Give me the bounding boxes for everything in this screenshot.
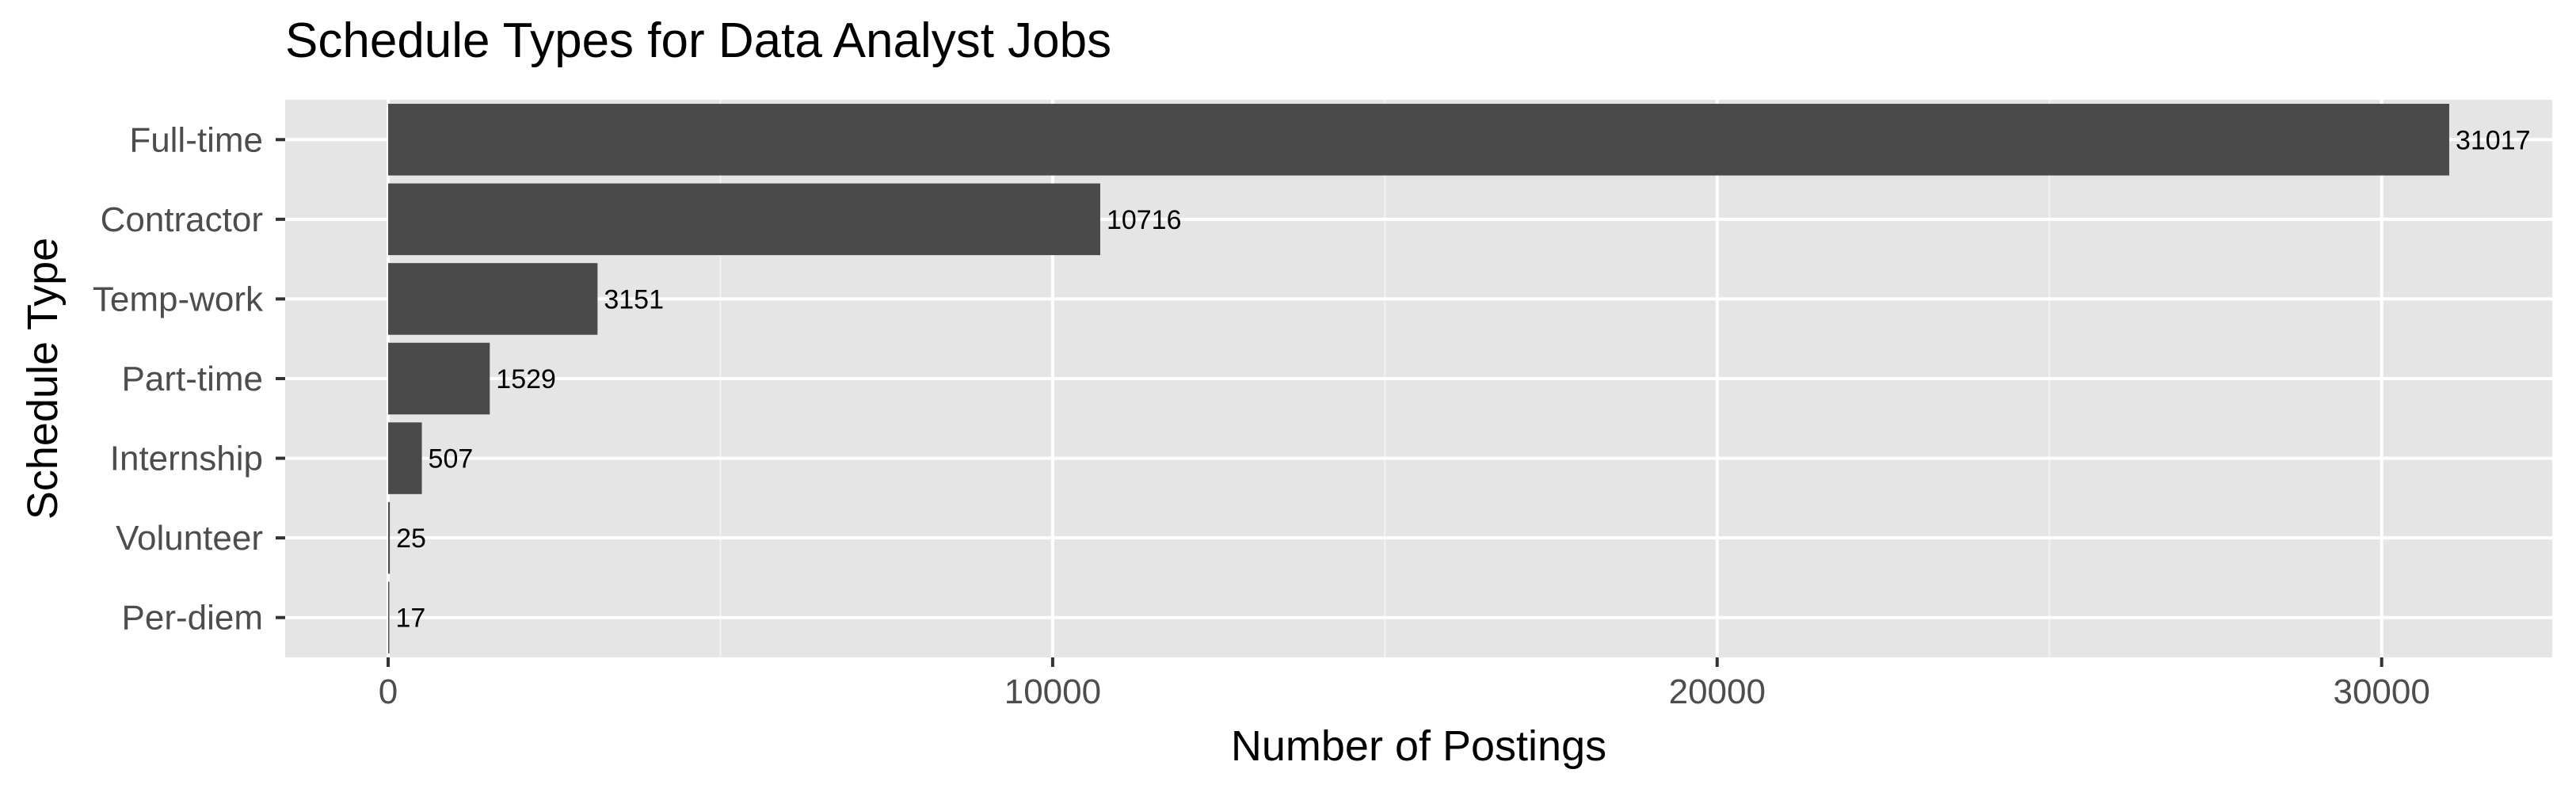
bar-data-label: 1529 xyxy=(496,364,556,394)
bar-data-label: 31017 xyxy=(2456,125,2531,155)
bar-data-label: 17 xyxy=(395,604,425,634)
bar xyxy=(388,104,2449,176)
y-tick-label: Internship xyxy=(110,440,263,478)
bar-data-labels: 31017 10716 3151 1529 507 25 17 xyxy=(395,125,2530,633)
bar-data-label: 3151 xyxy=(604,284,664,314)
y-tick-label: Full-time xyxy=(129,120,263,159)
bar xyxy=(388,581,390,653)
x-axis-title: Number of Postings xyxy=(1231,722,1606,770)
y-axis: Full-time Contractor Temp-work Part-time Int… xyxy=(93,120,285,638)
bar xyxy=(388,183,1100,256)
x-tick-label: 10000 xyxy=(1004,672,1101,711)
x-axis: 0 10000 20000 30000 xyxy=(379,657,2430,711)
bar xyxy=(388,501,391,574)
x-tick-label: 30000 xyxy=(2333,672,2429,711)
x-tick-label: 0 xyxy=(379,672,398,711)
y-tick-label: Contractor xyxy=(101,200,263,239)
bars-group xyxy=(388,104,2449,653)
y-axis-title: Schedule Type xyxy=(19,238,67,520)
bar-data-label: 25 xyxy=(396,524,426,554)
bar xyxy=(388,422,422,494)
bar-data-label: 507 xyxy=(429,444,474,474)
y-tick-label: Part-time xyxy=(122,360,263,398)
bar xyxy=(388,263,598,335)
bar-data-label: 10716 xyxy=(1107,205,1182,235)
chart-title: Schedule Types for Data Analyst Jobs xyxy=(285,13,1111,68)
y-tick-label: Per-diem xyxy=(122,599,264,638)
x-tick-label: 20000 xyxy=(1669,672,1766,711)
bar xyxy=(388,342,490,415)
y-tick-label: Volunteer xyxy=(116,519,263,558)
y-tick-label: Temp-work xyxy=(93,280,264,318)
